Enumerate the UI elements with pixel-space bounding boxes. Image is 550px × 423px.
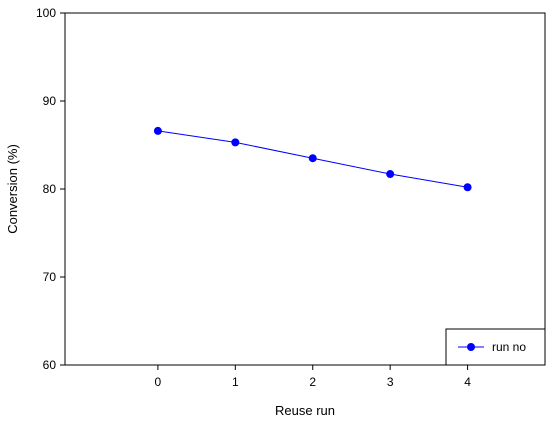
x-axis-ticks: 0 1 2 3 4 [155, 365, 471, 389]
x-tick-label: 2 [309, 375, 316, 389]
y-tick-label: 80 [43, 182, 57, 196]
series-layer [153, 126, 472, 192]
y-axis-ticks: 60 70 80 90 100 [36, 6, 65, 372]
y-axis-title: Conversion (%) [5, 144, 20, 234]
y-tick-label: 90 [43, 94, 57, 108]
legend-marker [467, 343, 475, 351]
legend-label: run no [492, 340, 526, 354]
x-axis-title: Reuse run [275, 403, 335, 418]
x-tick-label: 3 [387, 375, 394, 389]
y-tick-label: 100 [36, 6, 56, 20]
x-tick-label: 0 [155, 375, 162, 389]
data-point [231, 138, 240, 147]
data-point [308, 154, 317, 163]
x-tick-label: 4 [464, 375, 471, 389]
plot-frame [64, 12, 546, 366]
data-point [153, 126, 162, 135]
data-point [386, 170, 395, 179]
y-tick-label: 70 [43, 270, 57, 284]
legend: run no [445, 328, 546, 366]
data-point [463, 183, 472, 192]
x-tick-label: 1 [232, 375, 239, 389]
y-tick-label: 60 [43, 358, 57, 372]
